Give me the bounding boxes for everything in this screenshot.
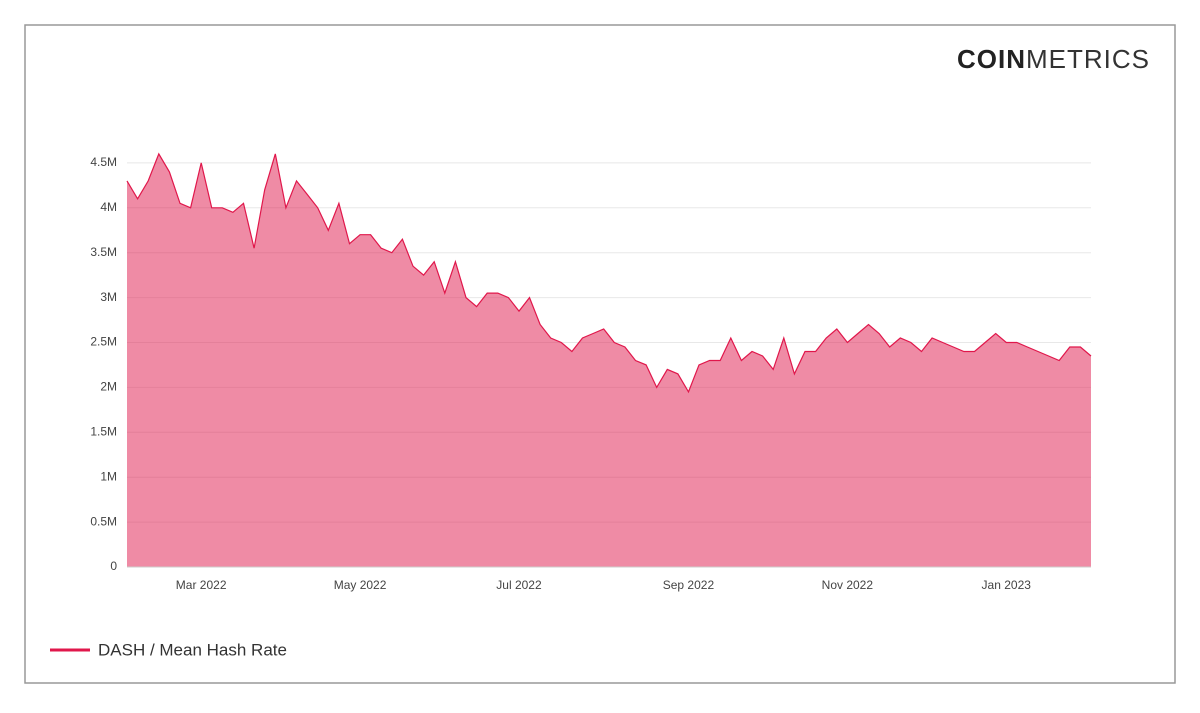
logo-bold: COIN <box>957 44 1026 74</box>
y-tick-label: 0 <box>110 559 117 573</box>
x-tick-label: Jul 2022 <box>496 578 542 592</box>
y-tick-label: 0.5M <box>90 514 117 528</box>
line <box>126 152 1092 394</box>
y-tick-label: 3.5M <box>90 245 117 259</box>
x-tick-label: Jan 2023 <box>982 578 1032 592</box>
x-tick-label: May 2022 <box>334 578 387 592</box>
y-tick-label: 2.5M <box>90 335 117 349</box>
y-tick-label: 4.5M <box>90 155 117 169</box>
y-tick-label: 2M <box>100 380 117 394</box>
y-tick-label: 1.5M <box>90 424 117 438</box>
logo-light: METRICS <box>1026 44 1150 74</box>
x-tick-label: Sep 2022 <box>663 578 715 592</box>
area <box>127 153 1091 567</box>
y-tick-label: 3M <box>100 290 117 304</box>
logo: COINMETRICS <box>957 44 1150 74</box>
x-tick-label: Nov 2022 <box>822 578 874 592</box>
y-tick-label: 1M <box>100 469 117 483</box>
y-tick-label: 4M <box>100 200 117 214</box>
x-tick-label: Mar 2022 <box>176 578 227 592</box>
legend-label: DASH / Mean Hash Rate <box>98 640 287 659</box>
